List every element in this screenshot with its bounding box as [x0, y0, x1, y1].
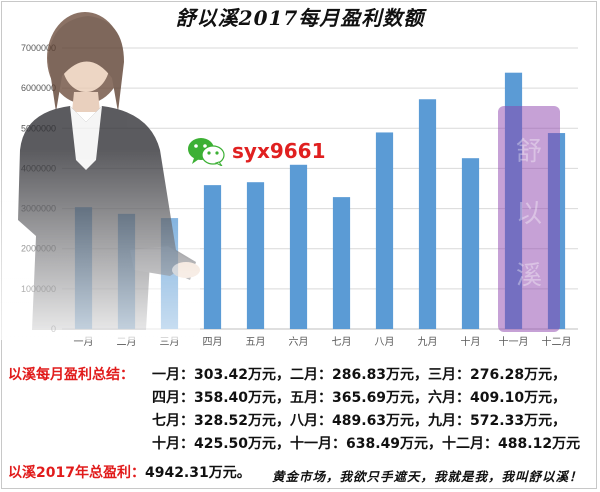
bar-十月: [461, 158, 480, 329]
wechat-icon: [188, 138, 225, 166]
annual-total: 以溪2017年总盈利：4942.31万元。: [8, 462, 251, 482]
x-tick-label: 九月: [418, 336, 438, 348]
chart-title: 舒以溪2017每月盈利数额: [175, 6, 425, 30]
x-tick-label: 六月: [289, 336, 309, 348]
bar-九月: [418, 99, 437, 329]
summary-label: 以溪每月盈利总结：: [8, 367, 134, 383]
y-tick-label: 7000000: [21, 43, 56, 53]
bar-七月: [332, 197, 351, 329]
summary-row: 四月：358.40万元，五月：365.69万元，六月：409.10万元，: [152, 390, 567, 406]
svg-text:以: 以: [516, 199, 542, 229]
x-tick-label: 八月: [375, 336, 395, 348]
bar-八月: [375, 132, 394, 329]
summary-row: 七月：328.52万元，八月：489.63万元，九月：572.33万元，: [152, 413, 567, 429]
slogan: 黄金市场，我欲只手遮天，我就是我，我叫舒以溪！: [272, 469, 583, 484]
svg-text:溪: 溪: [516, 261, 542, 291]
x-tick-label: 十二月: [542, 335, 572, 348]
y-tick-label: 6000000: [21, 83, 56, 93]
summary-row: 十月：425.50万元，十一月：638.49万元，十二月：488.12万元: [152, 436, 581, 452]
x-tick-label: 十月: [461, 335, 481, 348]
x-tick-label: 五月: [246, 336, 266, 348]
x-tick-label: 十一月: [499, 335, 529, 348]
bar-四月: [203, 185, 222, 329]
summary-row: 一月：303.42万元，二月：286.83万元，三月：276.28万元，: [152, 367, 567, 383]
svg-text:舒: 舒: [516, 137, 542, 167]
wechat-id: syx9661: [232, 139, 326, 163]
wechat-watermark: syx9661: [186, 136, 326, 166]
x-axis-ticks: 一月 二月 三月 四月 五月 六月 七月 八月 九月 十月 十一月 十二月: [74, 335, 572, 348]
person-watermark: [0, 12, 200, 340]
bar-五月: [246, 182, 265, 329]
total-value: 4942.31万元。: [144, 465, 251, 481]
purple-banner-watermark: 舒 以 溪: [498, 106, 560, 332]
x-tick-label: 七月: [332, 336, 352, 348]
x-tick-label: 四月: [203, 336, 223, 348]
bar-六月: [289, 164, 308, 329]
total-label: 以溪2017年总盈利：: [8, 465, 145, 481]
